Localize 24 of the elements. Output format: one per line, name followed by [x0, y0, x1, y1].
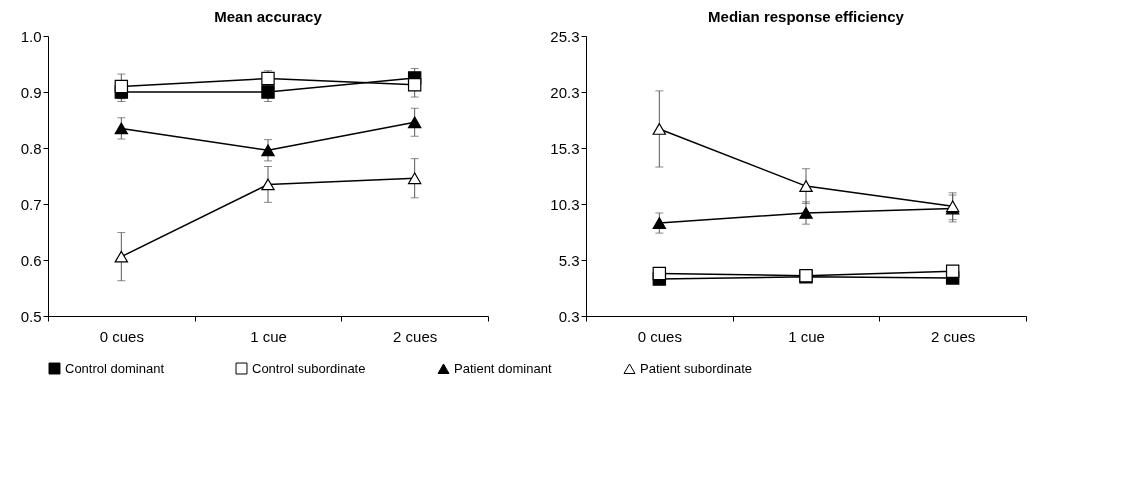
chart-title: Median response efficiency [708, 8, 905, 25]
y-tick-label: 20.3 [550, 83, 580, 101]
x-tick-label: 1 cue [250, 327, 287, 345]
x-tick-label: 1 cue [788, 327, 825, 345]
y-tick-label: 0.8 [20, 139, 42, 157]
y-tick-label: 1.0 [20, 27, 42, 45]
y-tick-label: 0.6 [20, 251, 42, 269]
y-tick-label: 25.3 [550, 27, 580, 45]
y-tick-label: 15.3 [550, 139, 580, 157]
legend-label: Patient subordinate [640, 360, 753, 376]
x-tick-label: 2 cues [393, 327, 438, 345]
x-tick-label: 2 cues [931, 327, 976, 345]
y-tick-label: 0.3 [558, 307, 580, 325]
y-tick-label: 10.3 [550, 195, 580, 213]
x-tick-label: 0 cues [637, 327, 682, 345]
legend-label: Control dominant [65, 360, 165, 376]
chart-title: Mean accuracy [214, 8, 323, 25]
y-tick-label: 0.5 [20, 307, 42, 325]
legend-label: Control subordinate [252, 360, 366, 376]
y-tick-label: 0.9 [20, 83, 42, 101]
legend-label: Patient dominant [454, 360, 552, 376]
x-tick-label: 0 cues [99, 327, 144, 345]
y-tick-label: 0.7 [20, 195, 42, 213]
y-tick-label: 5.3 [558, 251, 580, 269]
